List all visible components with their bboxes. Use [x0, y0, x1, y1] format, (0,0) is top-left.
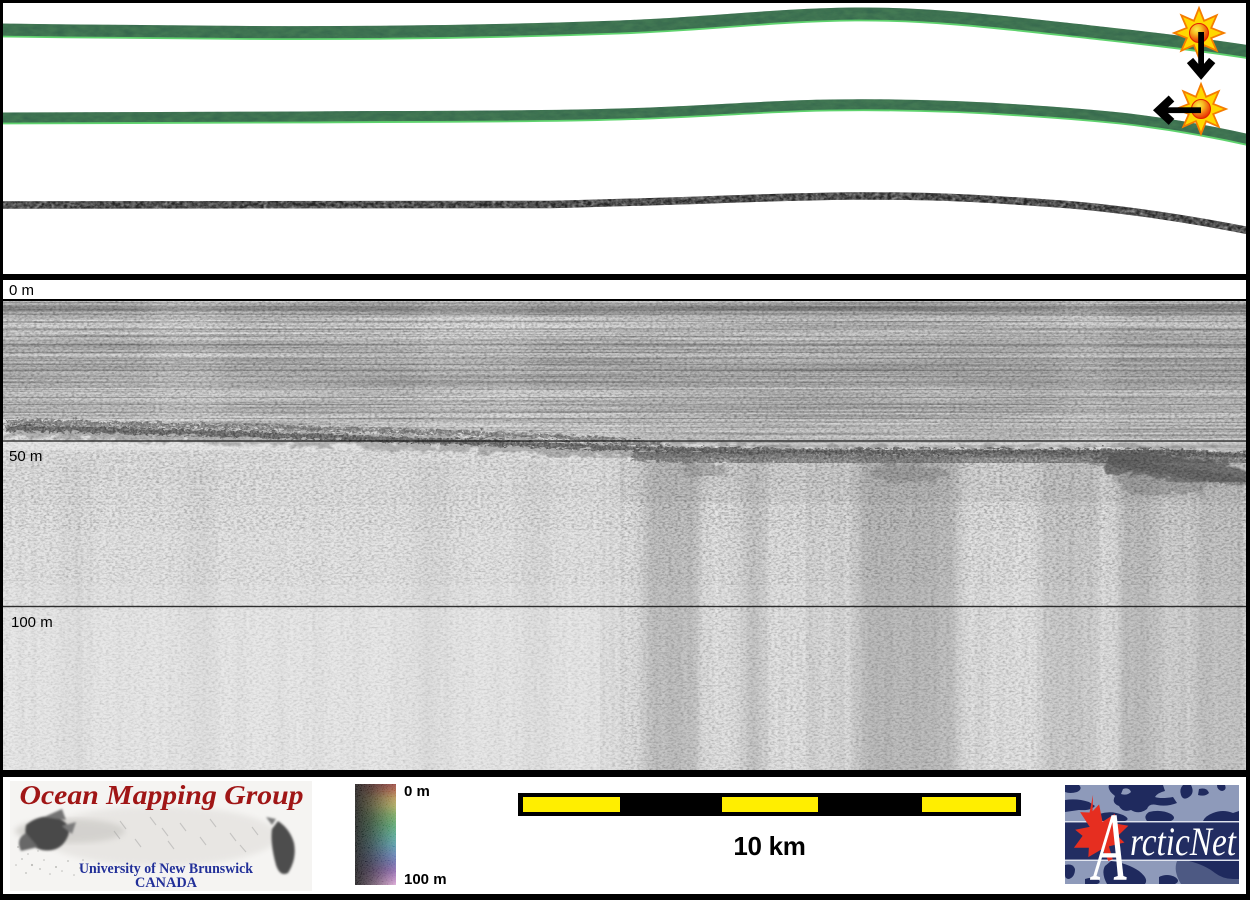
svg-text:University of New Brunswick: University of New Brunswick [79, 861, 254, 877]
svg-text:CANADA: CANADA [135, 875, 197, 891]
svg-text:A: A [1090, 794, 1127, 884]
svg-text:rcticNet: rcticNet [1130, 819, 1237, 864]
svg-text:Ocean Mapping Group: Ocean Mapping Group [20, 781, 304, 810]
